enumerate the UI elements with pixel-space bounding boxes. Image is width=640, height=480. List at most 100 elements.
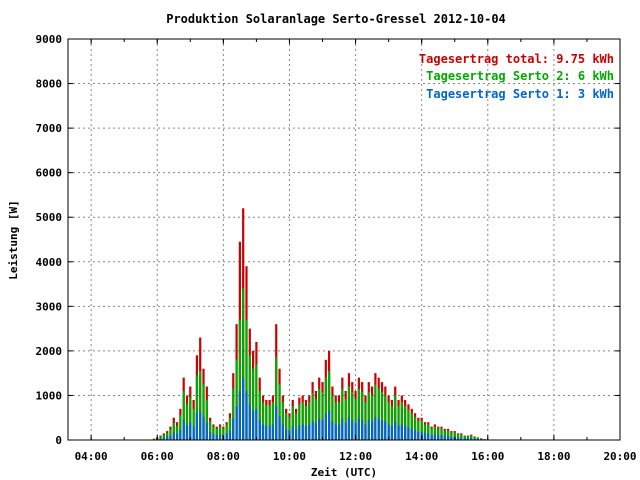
bar-serto2 — [321, 391, 324, 440]
bar-serto1 — [291, 425, 294, 440]
bar-serto2 — [361, 391, 364, 440]
bar-serto1 — [255, 408, 258, 440]
bar-serto2 — [443, 430, 446, 440]
bar-serto2 — [232, 388, 235, 440]
x-tick-label: 04:00 — [75, 450, 108, 463]
bar-serto2 — [268, 405, 271, 440]
bar-serto2 — [169, 429, 172, 440]
y-tick-label: 3000 — [36, 300, 63, 313]
bar-serto2 — [159, 436, 162, 440]
bar-serto2 — [460, 434, 463, 440]
bar-serto2 — [225, 424, 228, 440]
bar-serto2 — [380, 391, 384, 440]
bar-serto1 — [463, 438, 466, 440]
bar-serto1 — [390, 425, 394, 440]
bar-serto2 — [347, 386, 351, 440]
bar-serto1 — [364, 424, 367, 440]
bar-serto2 — [308, 402, 311, 440]
y-tick-label: 4000 — [36, 256, 63, 269]
bar-serto1 — [232, 418, 235, 440]
bar-serto2 — [341, 388, 344, 440]
bar-serto1 — [215, 435, 218, 440]
y-ticks: 0 1000 2000 3000 4000 5000 6000 7000 8000 9000 — [36, 33, 620, 447]
bar-serto2 — [258, 390, 261, 440]
bar-serto1 — [473, 438, 476, 440]
bar-serto1 — [347, 417, 351, 440]
x-ticks: 04:00 06:00 08:00 10:00 12:00 14:00 16:00 18:00… — [75, 39, 637, 463]
bar-serto2 — [331, 395, 334, 440]
grid-lines — [68, 39, 620, 440]
bar-serto2 — [334, 402, 337, 440]
bar-serto2 — [304, 406, 308, 440]
bar-serto2 — [185, 404, 189, 440]
bar-serto2 — [288, 416, 291, 440]
bar-serto2 — [218, 426, 222, 440]
bar-serto2 — [189, 397, 192, 440]
bar-serto2 — [222, 428, 225, 440]
bar-serto1 — [344, 423, 347, 440]
bar-serto1 — [377, 418, 380, 440]
y-tick-label: 0 — [55, 434, 62, 447]
bar-serto1 — [311, 420, 314, 440]
bar-serto2 — [463, 435, 466, 440]
bar-serto1 — [447, 435, 450, 440]
bar-serto1 — [427, 433, 430, 440]
bar-serto1 — [413, 430, 417, 440]
bar-serto1 — [294, 428, 298, 440]
bar-serto1 — [324, 414, 327, 440]
bar-serto1 — [351, 419, 354, 440]
y-tick-label: 2000 — [36, 345, 63, 358]
y-axis-label: Leistung [W] — [7, 200, 20, 279]
bar-serto1 — [202, 416, 205, 440]
bar-serto1 — [460, 437, 463, 440]
bar-serto1 — [337, 424, 341, 440]
bar-serto2 — [433, 426, 436, 440]
bar-serto1 — [450, 436, 453, 440]
x-tick-label: 08:00 — [207, 450, 240, 463]
bar-serto1 — [228, 430, 232, 440]
bar-serto2 — [397, 406, 400, 440]
chart-title: Produktion Solaranlage Serto-Gressel 201… — [166, 12, 506, 26]
bar-serto2 — [271, 402, 275, 440]
bar-serto1 — [370, 421, 374, 440]
legend-entry-serto2: Tagesertrag Serto 2: 6 kWh — [426, 69, 614, 83]
bar-serto1 — [278, 416, 281, 440]
bar-serto1 — [172, 432, 175, 440]
bar-serto1 — [384, 421, 387, 440]
bar-serto2 — [152, 438, 156, 440]
bar-serto1 — [443, 435, 446, 440]
bar-serto2 — [175, 425, 179, 440]
bar-serto2 — [199, 370, 202, 440]
bar-serto2 — [367, 391, 370, 440]
bar-serto2 — [228, 417, 232, 440]
bar-serto2 — [387, 402, 390, 440]
bar-serto2 — [238, 319, 241, 440]
bar-serto2 — [390, 406, 394, 440]
bar-serto1 — [404, 425, 407, 440]
bar-serto1 — [245, 390, 248, 440]
bar-serto1 — [400, 424, 403, 440]
bar-serto1 — [314, 423, 318, 440]
bar-serto1 — [380, 419, 384, 440]
bar-serto2 — [466, 435, 470, 440]
bar-serto2 — [430, 428, 433, 440]
bar-serto1 — [417, 431, 420, 440]
bar-serto1 — [281, 424, 284, 440]
bar-serto2 — [437, 428, 440, 440]
bar-serto2 — [324, 377, 327, 440]
bar-serto1 — [367, 419, 370, 440]
bar-serto1 — [304, 425, 308, 440]
y-tick-label: 6000 — [36, 167, 63, 180]
bar-serto1 — [387, 424, 390, 440]
bar-serto1 — [433, 434, 436, 440]
bar-serto2 — [417, 420, 420, 440]
bar-serto2 — [423, 424, 427, 440]
bar-serto1 — [195, 413, 199, 440]
bar-serto2 — [328, 370, 331, 440]
bar-serto2 — [248, 355, 251, 440]
bar-serto1 — [285, 428, 288, 440]
bar-serto2 — [440, 428, 443, 440]
bar-serto1 — [430, 435, 433, 440]
bar-serto2 — [278, 384, 281, 440]
bar-serto2 — [410, 413, 413, 440]
